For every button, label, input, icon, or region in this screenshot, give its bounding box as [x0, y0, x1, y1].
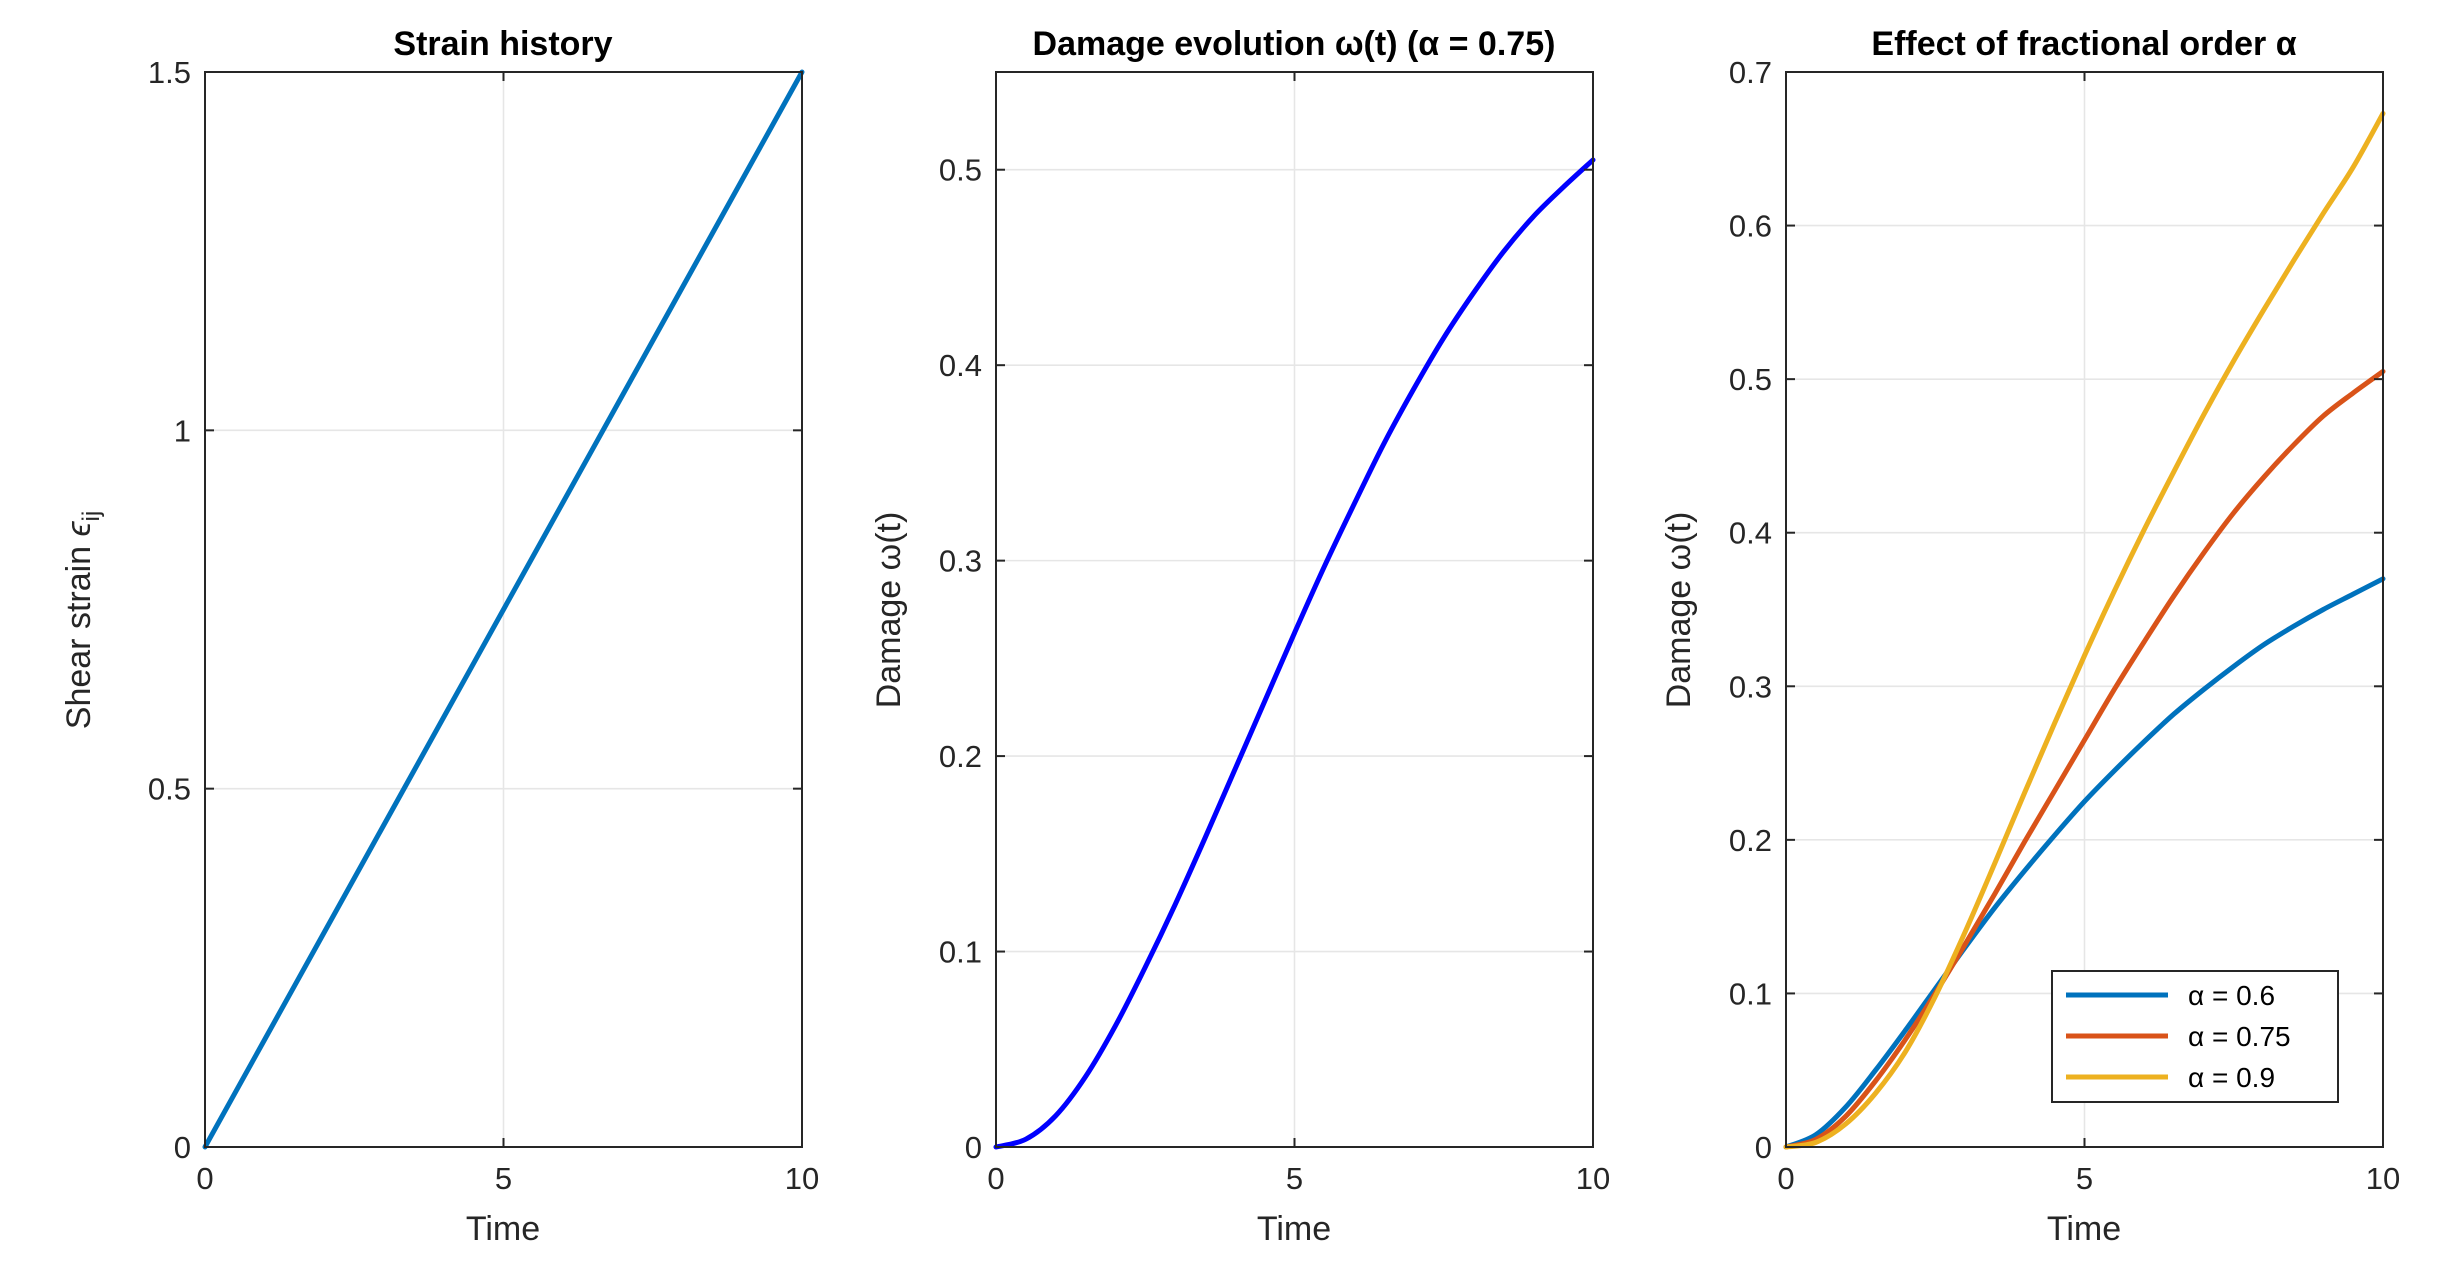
legend: α = 0.6 α = 0.75 α = 0.9	[2051, 970, 2339, 1103]
x-axis-label: Time	[1257, 1210, 1331, 1248]
plot-title: Effect of fractional order α	[1871, 25, 2296, 63]
x-tick-label: 10	[2366, 1161, 2400, 1196]
y-axis-label: Damage ω(t)	[1660, 512, 1698, 709]
series-group	[1783, 110, 2386, 1150]
y-tick-label: 0.3	[939, 544, 982, 579]
damage-evolution-panel: Damage evolution ω(t) (α = 0.75) 0 5 10 0 0.…	[870, 25, 1610, 1248]
y-tick-label: 1	[174, 413, 191, 448]
y-tick-label: 0.2	[939, 739, 982, 774]
legend-label: α = 0.75	[2188, 1021, 2291, 1052]
y-axis-label: Damage ω(t)	[870, 512, 908, 709]
y-tick-label: 0.4	[1729, 516, 1772, 551]
x-axis-label: Time	[466, 1210, 540, 1248]
series-line	[202, 69, 805, 1150]
series-group	[202, 69, 805, 1150]
y-tick-label: 0	[1755, 1130, 1772, 1165]
y-tick-label: 0.5	[939, 153, 982, 188]
tick-group: 0 5 10 0 0.1 0.2 0.3 0.4 0.5	[939, 72, 1610, 1196]
y-tick-label: 0.1	[939, 935, 982, 970]
x-tick-label: 5	[495, 1161, 512, 1196]
x-tick-label: 10	[1576, 1161, 1610, 1196]
legend-label: α = 0.9	[2188, 1062, 2275, 1093]
y-tick-label: 0.4	[939, 348, 982, 383]
x-tick-label: 0	[1777, 1161, 1794, 1196]
series-line	[1783, 110, 2386, 1150]
x-axis-label: Time	[2047, 1210, 2121, 1248]
y-tick-label: 0.1	[1729, 976, 1772, 1011]
series-line	[1783, 576, 2386, 1150]
y-tick-label: 0.7	[1729, 55, 1772, 90]
y-tick-label: 0.2	[1729, 823, 1772, 858]
fractional-order-panel: Effect of fractional order α 0 5 10 0 0.1 0.2…	[1660, 25, 2400, 1248]
tick-group: 0 5 10 0 0.5 1 1.5	[148, 55, 819, 1196]
x-tick-label: 5	[1286, 1161, 1303, 1196]
x-tick-label: 0	[196, 1161, 213, 1196]
y-tick-label: 0	[965, 1130, 982, 1165]
x-tick-label: 10	[785, 1161, 819, 1196]
y-tick-label: 1.5	[148, 55, 191, 90]
x-tick-label: 5	[2076, 1161, 2093, 1196]
y-tick-label: 0	[174, 1130, 191, 1165]
x-tick-label: 0	[987, 1161, 1004, 1196]
y-tick-label: 0.5	[148, 772, 191, 807]
strain-history-panel: Strain history 0 5 10 0 0.5 1 1.5 Time Shear s…	[60, 25, 819, 1248]
series-line	[1783, 368, 2386, 1150]
plot-title: Strain history	[393, 25, 612, 63]
plot-title: Damage evolution ω(t) (α = 0.75)	[1033, 25, 1556, 63]
series-line	[993, 157, 1596, 1150]
series-group	[993, 157, 1596, 1150]
y-tick-label: 0.6	[1729, 209, 1772, 244]
legend-label: α = 0.6	[2188, 980, 2275, 1011]
y-tick-label: 0.5	[1729, 362, 1772, 397]
y-axis-label: Shear strain ϵij	[60, 511, 105, 729]
tick-group: 0 5 10 0 0.1 0.2 0.3 0.4 0.5 0.6 0.7	[1729, 55, 2400, 1196]
y-tick-label: 0.3	[1729, 669, 1772, 704]
